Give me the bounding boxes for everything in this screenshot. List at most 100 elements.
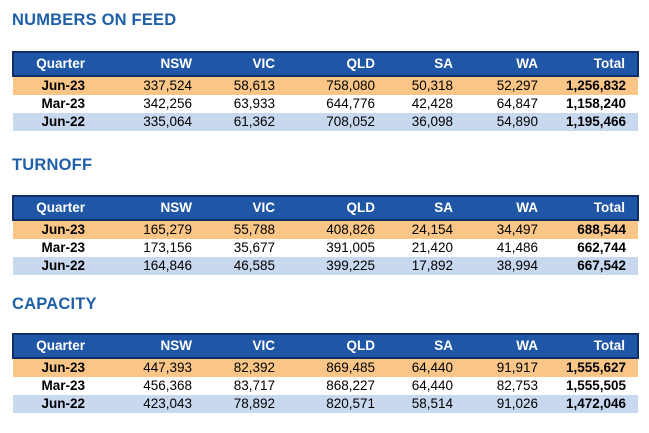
column-header-sa: SA <box>387 333 465 359</box>
cell-total: 688,544 <box>577 222 626 237</box>
column-header-nsw: NSW <box>97 195 204 221</box>
section-title-capacity: CAPACITY <box>12 295 97 313</box>
cell-qld: 408,826 <box>326 222 375 237</box>
cell-vic: 61,362 <box>233 114 275 129</box>
cell-nsw: 342,256 <box>143 96 192 111</box>
cell-total: 662,744 <box>577 240 626 255</box>
cell-sa: 42,428 <box>411 96 453 111</box>
cell-quarter: Mar-23 <box>41 240 85 255</box>
cell-qld: 868,227 <box>326 378 375 393</box>
table-row: Jun-22 423,043 78,892 820,571 58,514 91,… <box>13 395 638 413</box>
table-row: Mar-23 342,256 63,933 644,776 42,428 64,… <box>13 95 638 113</box>
cell-quarter: Jun-23 <box>41 360 85 375</box>
table-header-row: Quarter NSW VIC QLD SA WA Total <box>12 195 639 221</box>
cell-total: 1,195,466 <box>565 114 626 129</box>
cell-vic: 83,717 <box>233 378 275 393</box>
cell-qld: 869,485 <box>326 360 375 375</box>
cell-total: 1,158,240 <box>565 96 626 111</box>
cell-quarter: Jun-23 <box>41 78 85 93</box>
column-header-total: Total <box>550 333 639 359</box>
table-capacity: Quarter NSW VIC QLD SA WA Total Jun-23 4… <box>12 333 639 413</box>
cell-sa: 36,098 <box>411 114 453 129</box>
cell-qld: 708,052 <box>326 114 375 129</box>
table-row: Jun-22 164,846 46,585 399,225 17,892 38,… <box>13 257 638 275</box>
cell-nsw: 173,156 <box>143 240 192 255</box>
cell-nsw: 337,524 <box>143 78 192 93</box>
column-header-qld: QLD <box>287 51 387 77</box>
cell-wa: 41,486 <box>496 240 538 255</box>
table-header-row: Quarter NSW VIC QLD SA WA Total <box>12 51 639 77</box>
table-row: Mar-23 456,368 83,717 868,227 64,440 82,… <box>13 377 638 395</box>
cell-qld: 399,225 <box>326 258 375 273</box>
cell-total: 1,555,627 <box>565 360 626 375</box>
table-row: Mar-23 173,156 35,677 391,005 21,420 41,… <box>13 239 638 257</box>
cell-vic: 63,933 <box>233 96 275 111</box>
cell-wa: 34,497 <box>496 222 538 237</box>
column-header-sa: SA <box>387 195 465 221</box>
cell-qld: 644,776 <box>326 96 375 111</box>
cell-wa: 64,847 <box>496 96 538 111</box>
column-header-wa: WA <box>465 51 550 77</box>
column-header-vic: VIC <box>204 333 287 359</box>
cell-total: 1,555,505 <box>565 378 626 393</box>
cell-wa: 52,297 <box>496 78 538 93</box>
cell-nsw: 164,846 <box>143 258 192 273</box>
cell-quarter: Jun-23 <box>41 222 85 237</box>
section-title-numbers-on-feed: NUMBERS ON FEED <box>12 11 177 29</box>
cell-total: 1,472,046 <box>565 396 626 411</box>
column-header-quarter: Quarter <box>12 51 97 77</box>
column-header-quarter: Quarter <box>12 333 97 359</box>
column-header-total: Total <box>550 195 639 221</box>
table-row: Jun-23 337,524 58,613 758,080 50,318 52,… <box>13 76 638 95</box>
table-row: Jun-23 165,279 55,788 408,826 24,154 34,… <box>13 220 638 239</box>
cell-vic: 78,892 <box>233 396 275 411</box>
section-title-turnoff: TURNOFF <box>12 156 93 174</box>
cell-wa: 91,026 <box>496 396 538 411</box>
cell-sa: 58,514 <box>411 396 453 411</box>
table-turnoff: Quarter NSW VIC QLD SA WA Total Jun-23 1… <box>12 195 639 275</box>
column-header-wa: WA <box>465 333 550 359</box>
column-header-qld: QLD <box>287 195 387 221</box>
column-header-quarter: Quarter <box>12 195 97 221</box>
cell-quarter: Mar-23 <box>41 378 85 393</box>
table-row: Jun-23 447,393 82,392 869,485 64,440 91,… <box>13 358 638 377</box>
column-header-qld: QLD <box>287 333 387 359</box>
cell-vic: 82,392 <box>233 360 275 375</box>
cell-quarter: Jun-22 <box>41 396 85 411</box>
cell-wa: 91,917 <box>496 360 538 375</box>
column-header-vic: VIC <box>204 51 287 77</box>
column-header-vic: VIC <box>204 195 287 221</box>
cell-sa: 64,440 <box>411 378 453 393</box>
cell-quarter: Jun-22 <box>41 114 85 129</box>
column-header-total: Total <box>550 51 639 77</box>
cell-sa: 21,420 <box>411 240 453 255</box>
cell-quarter: Mar-23 <box>41 96 85 111</box>
cell-nsw: 335,064 <box>143 114 192 129</box>
cell-vic: 46,585 <box>233 258 275 273</box>
cell-vic: 55,788 <box>233 222 275 237</box>
cell-sa: 17,892 <box>411 258 453 273</box>
cell-wa: 54,890 <box>496 114 538 129</box>
table-numbers-on-feed: Quarter NSW VIC QLD SA WA Total Jun-23 3… <box>12 51 639 131</box>
cell-qld: 391,005 <box>326 240 375 255</box>
cell-nsw: 423,043 <box>143 396 192 411</box>
cell-qld: 820,571 <box>326 396 375 411</box>
column-header-sa: SA <box>387 51 465 77</box>
cell-nsw: 456,368 <box>143 378 192 393</box>
table-header-row: Quarter NSW VIC QLD SA WA Total <box>12 333 639 359</box>
table-row: Jun-22 335,064 61,362 708,052 36,098 54,… <box>13 113 638 131</box>
column-header-nsw: NSW <box>97 51 204 77</box>
column-header-wa: WA <box>465 195 550 221</box>
cell-sa: 50,318 <box>411 78 453 93</box>
cell-sa: 24,154 <box>411 222 453 237</box>
cell-wa: 38,994 <box>496 258 538 273</box>
cell-quarter: Jun-22 <box>41 258 85 273</box>
cell-wa: 82,753 <box>496 378 538 393</box>
cell-total: 1,256,832 <box>565 78 626 93</box>
cell-vic: 35,677 <box>233 240 275 255</box>
column-header-nsw: NSW <box>97 333 204 359</box>
cell-qld: 758,080 <box>326 78 375 93</box>
cell-nsw: 447,393 <box>143 360 192 375</box>
cell-sa: 64,440 <box>411 360 453 375</box>
cell-total: 667,542 <box>577 258 626 273</box>
